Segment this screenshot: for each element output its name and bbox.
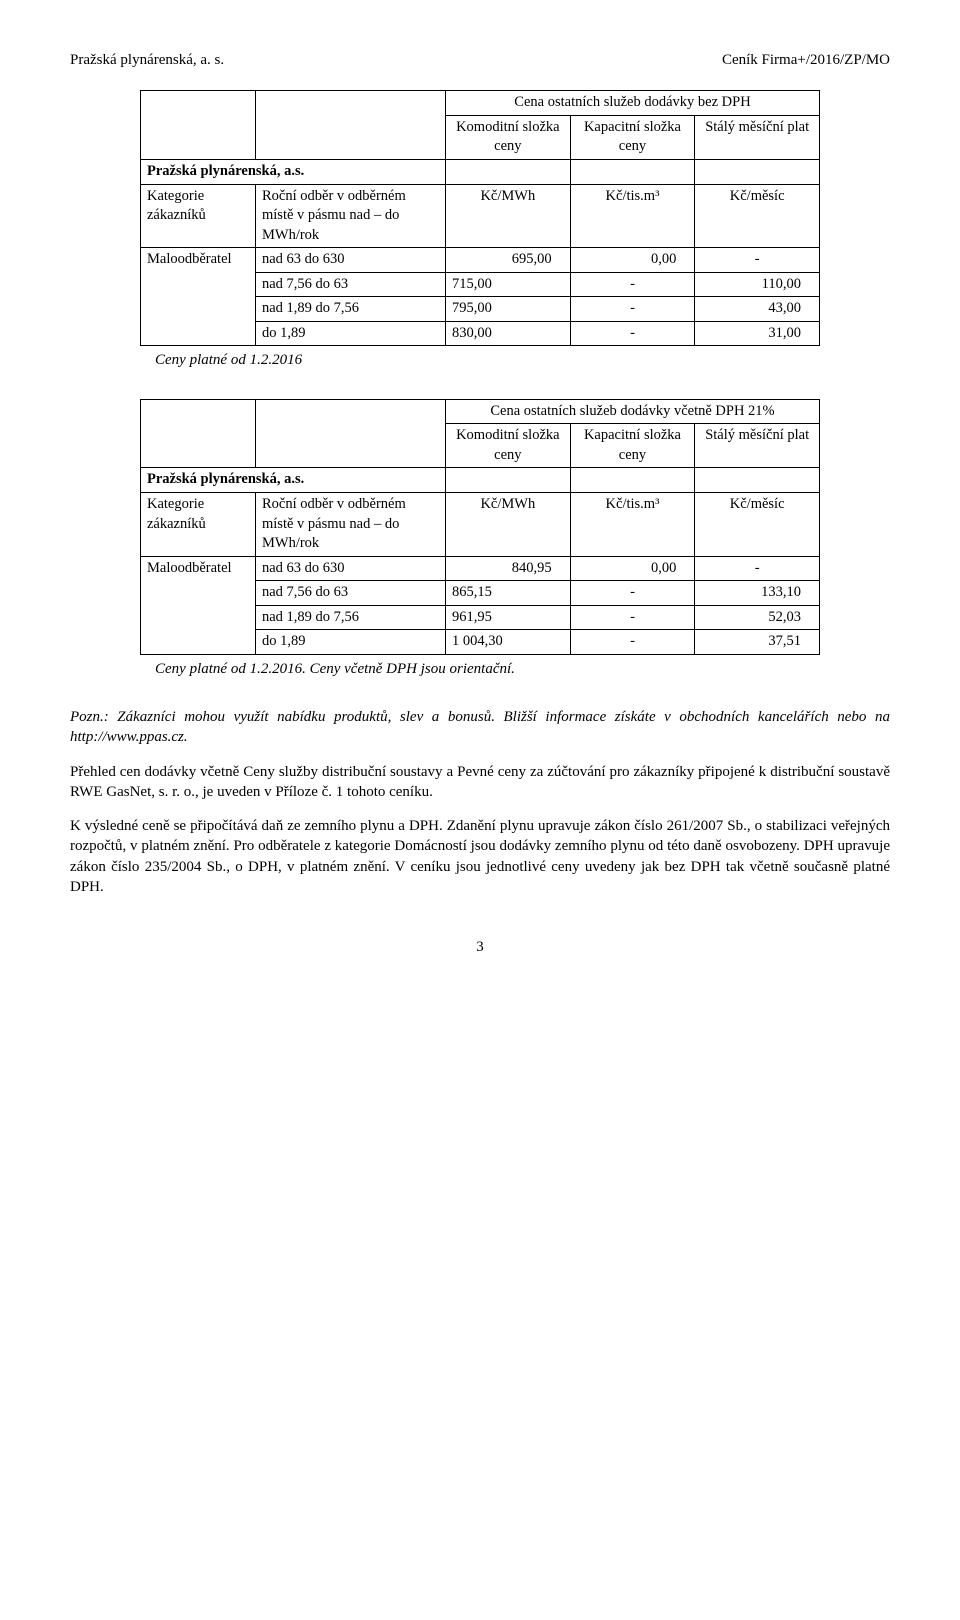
table-row: Maloodběratel nad 63 do 630 840,95 0,00 … bbox=[141, 556, 820, 581]
unit-kcmwh: Kč/MWh bbox=[446, 492, 571, 556]
range: do 1,89 bbox=[256, 321, 446, 346]
kapac: - bbox=[570, 605, 695, 630]
staly: 31,00 bbox=[695, 321, 820, 346]
tax-paragraph: K výsledné ceně se připočítává daň ze ze… bbox=[70, 816, 890, 897]
range: do 1,89 bbox=[256, 630, 446, 655]
range: nad 1,89 do 7,56 bbox=[256, 605, 446, 630]
row-category: Maloodběratel bbox=[141, 248, 256, 346]
staly: 110,00 bbox=[695, 272, 820, 297]
page-number: 3 bbox=[70, 937, 890, 957]
staly: 37,51 bbox=[695, 630, 820, 655]
kapac: - bbox=[570, 630, 695, 655]
kapac: - bbox=[570, 272, 695, 297]
row-category: Maloodběratel bbox=[141, 556, 256, 654]
komod: 961,95 bbox=[446, 605, 571, 630]
staly: - bbox=[695, 248, 820, 273]
unit-kctism3: Kč/tis.m³ bbox=[570, 492, 695, 556]
komod: 695,00 bbox=[446, 248, 571, 273]
col-kapacitni: Kapacitní složka ceny bbox=[570, 115, 695, 159]
note-paragraph: Pozn.: Zákazníci mohou využít nabídku pr… bbox=[70, 707, 890, 748]
kapac: - bbox=[570, 581, 695, 606]
col-komoditni: Komoditní složka ceny bbox=[446, 424, 571, 468]
table1-title: Cena ostatních služeb dodávky bez DPH bbox=[446, 91, 820, 116]
kapac: - bbox=[570, 321, 695, 346]
staly: 43,00 bbox=[695, 297, 820, 322]
category-heading: Kategorie zákazníků bbox=[141, 492, 256, 556]
unit-kcmesic: Kč/měsíc bbox=[695, 184, 820, 248]
range: nad 7,56 do 63 bbox=[256, 581, 446, 606]
col-staly: Stálý měsíční plat bbox=[695, 424, 820, 468]
col-kapacitni: Kapacitní složka ceny bbox=[570, 424, 695, 468]
kapac: 0,00 bbox=[570, 248, 695, 273]
category-heading: Kategorie zákazníků bbox=[141, 184, 256, 248]
komod: 830,00 bbox=[446, 321, 571, 346]
table1-note: Ceny platné od 1.2.2016 bbox=[155, 350, 890, 370]
col-komoditni: Komoditní složka ceny bbox=[446, 115, 571, 159]
staly: 133,10 bbox=[695, 581, 820, 606]
range: nad 63 do 630 bbox=[256, 556, 446, 581]
col-staly: Stálý měsíční plat bbox=[695, 115, 820, 159]
kapac: - bbox=[570, 297, 695, 322]
header-tariff: Ceník Firma+/2016/ZP/MO bbox=[722, 50, 890, 70]
komod: 715,00 bbox=[446, 272, 571, 297]
kapac: 0,00 bbox=[570, 556, 695, 581]
komod: 865,15 bbox=[446, 581, 571, 606]
header-company: Pražská plynárenská, a. s. bbox=[70, 50, 224, 70]
company-row: Pražská plynárenská, a.s. bbox=[141, 468, 446, 493]
komod: 840,95 bbox=[446, 556, 571, 581]
komod: 1 004,30 bbox=[446, 630, 571, 655]
unit-kctism3: Kč/tis.m³ bbox=[570, 184, 695, 248]
price-table-with-vat: Cena ostatních služeb dodávky včetně DPH… bbox=[140, 399, 820, 655]
table-row: Maloodběratel nad 63 do 630 695,00 0,00 … bbox=[141, 248, 820, 273]
table2-title: Cena ostatních služeb dodávky včetně DPH… bbox=[446, 399, 820, 424]
company-row: Pražská plynárenská, a.s. bbox=[141, 159, 446, 184]
staly: - bbox=[695, 556, 820, 581]
table2-note: Ceny platné od 1.2.2016. Ceny včetně DPH… bbox=[155, 659, 890, 679]
range: nad 7,56 do 63 bbox=[256, 272, 446, 297]
range: nad 63 do 630 bbox=[256, 248, 446, 273]
overview-paragraph: Přehled cen dodávky včetně Ceny služby d… bbox=[70, 762, 890, 803]
unit-kcmwh: Kč/MWh bbox=[446, 184, 571, 248]
unit-kcmesic: Kč/měsíc bbox=[695, 492, 820, 556]
page-header: Pražská plynárenská, a. s. Ceník Firma+/… bbox=[70, 50, 890, 70]
range-heading: Roční odběr v odběrném místě v pásmu nad… bbox=[256, 492, 446, 556]
price-table-without-vat: Cena ostatních služeb dodávky bez DPH Ko… bbox=[140, 90, 820, 346]
range-heading: Roční odběr v odběrném místě v pásmu nad… bbox=[256, 184, 446, 248]
range: nad 1,89 do 7,56 bbox=[256, 297, 446, 322]
staly: 52,03 bbox=[695, 605, 820, 630]
komod: 795,00 bbox=[446, 297, 571, 322]
